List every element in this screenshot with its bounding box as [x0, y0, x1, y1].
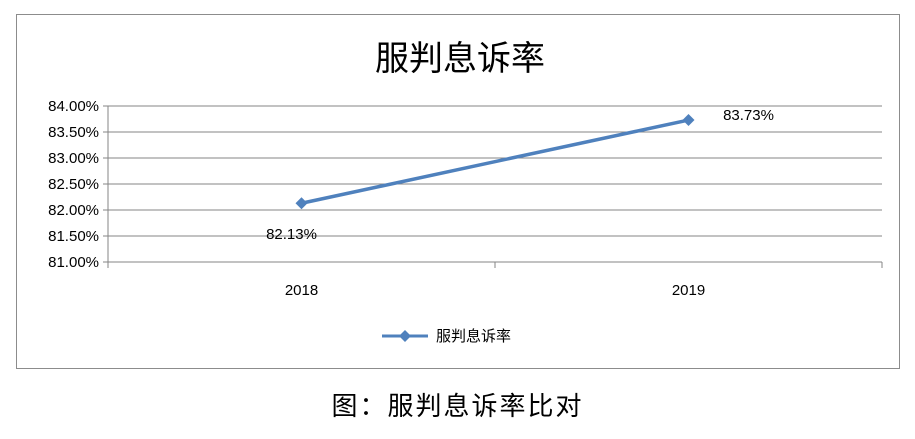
axes — [103, 105, 883, 268]
legend: 服判息诉率 — [382, 327, 511, 345]
legend-label: 服判息诉率 — [436, 327, 511, 345]
chart-frame — [16, 14, 900, 369]
data-labels: 82.13% 83.73% — [266, 107, 774, 243]
y-tick-label: 84.00% — [48, 98, 99, 115]
y-tick-label: 81.50% — [48, 228, 99, 245]
data-point-marker — [682, 114, 695, 127]
figure-caption: 图：服判息诉率比对 — [331, 392, 584, 422]
gridlines — [108, 105, 882, 237]
y-tick-label: 82.50% — [48, 176, 99, 193]
y-tick-label: 82.00% — [48, 202, 99, 219]
x-tick-label: 2018 — [285, 282, 318, 299]
chart-title: 服判息诉率 — [375, 39, 545, 79]
line-chart: 服判息诉率 84.00% 83.50% 83.00% 82.50% 82.00% 81.5… — [48, 39, 883, 345]
tick-labels: 84.00% 83.50% 83.00% 82.50% 82.00% 81.50% 81.0… — [48, 98, 705, 299]
y-tick-label: 83.50% — [48, 124, 99, 141]
y-tick-label: 81.00% — [48, 254, 99, 271]
legend-diamond-marker — [399, 330, 411, 342]
data-label: 83.73% — [723, 107, 774, 124]
series-layer — [295, 114, 695, 210]
y-tick-label: 83.00% — [48, 150, 99, 167]
data-point-marker — [295, 197, 308, 210]
x-tick-label: 2019 — [672, 282, 705, 299]
series-line — [301, 118, 689, 205]
data-label: 82.13% — [266, 226, 317, 243]
